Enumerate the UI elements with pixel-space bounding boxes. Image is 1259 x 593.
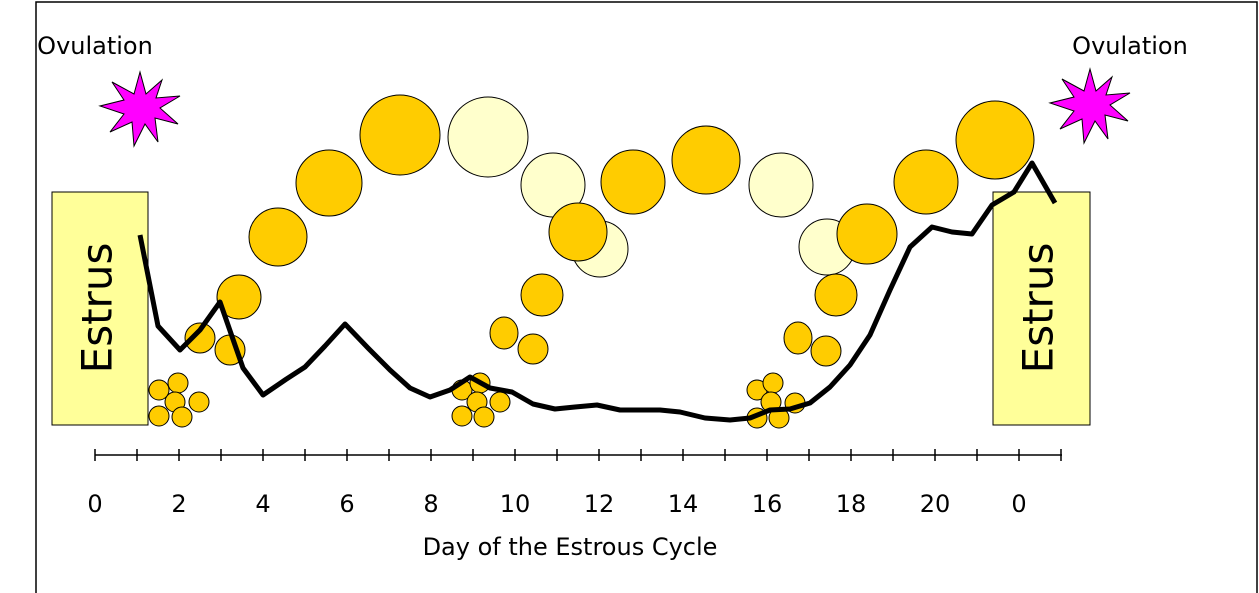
tick-label: 16 <box>752 490 783 518</box>
estrus-label: Estrus <box>1014 243 1063 374</box>
ovulation-label: Ovulation <box>37 32 153 60</box>
axis-title: Day of the Estrous Cycle <box>423 533 718 561</box>
estrus-label: Estrus <box>73 243 122 374</box>
diagram: Ovulation Ovulation Estrus Estrus Day of… <box>0 0 1259 593</box>
tick-label: 18 <box>836 490 867 518</box>
tick-label: 12 <box>584 490 615 518</box>
tick-label: 0 <box>87 490 102 518</box>
tick-label: 10 <box>500 490 531 518</box>
tick-label: 2 <box>171 490 186 518</box>
ovulation-label: Ovulation <box>1072 32 1188 60</box>
tick-label: 14 <box>668 490 699 518</box>
tick-label: 6 <box>339 490 354 518</box>
tick-label: 4 <box>255 490 270 518</box>
tick-label: 0 <box>1011 490 1026 518</box>
tick-label: 8 <box>423 490 438 518</box>
ovulation-star <box>1050 69 1130 143</box>
tick-label: 20 <box>920 490 951 518</box>
ovulation-star <box>100 72 180 146</box>
